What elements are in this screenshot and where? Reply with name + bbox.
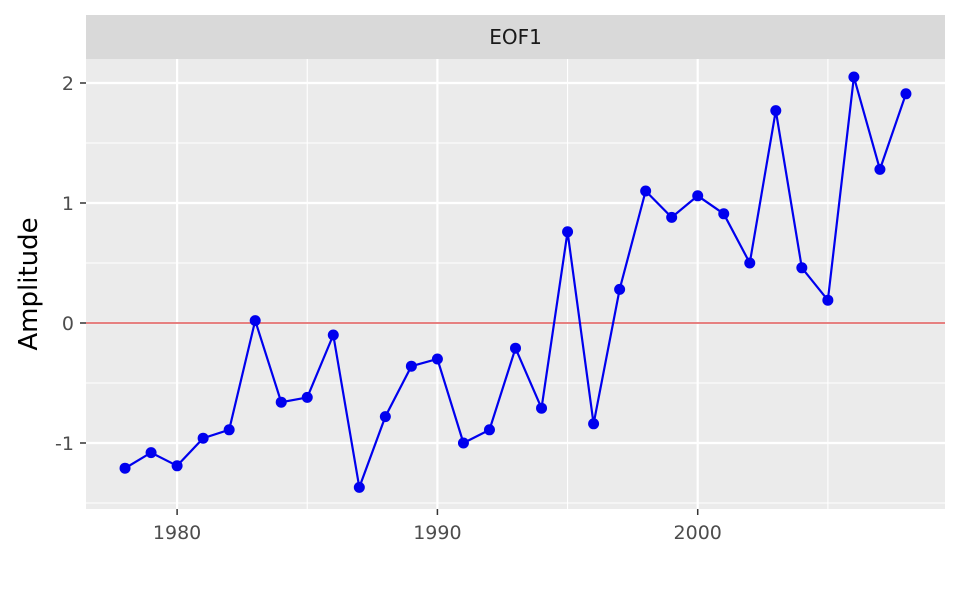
data-point [900,88,912,100]
data-point [327,329,339,341]
plot-panel: EOF1 1980 1990 2000 -1 0 1 2 [55,15,945,544]
data-point [744,257,756,269]
y-tick-label: 1 [62,193,74,215]
data-point [640,185,652,197]
data-point [588,418,600,430]
data-point [692,190,704,202]
data-point [562,226,574,238]
data-point [848,71,860,83]
data-point [822,294,834,306]
data-point [483,424,495,436]
data-point [119,462,131,474]
x-tick-label: 1990 [413,522,461,544]
data-point [457,437,469,449]
data-point [379,411,391,423]
data-point [275,396,287,408]
series-layer [119,71,912,493]
y-tick-label: 2 [62,73,74,95]
x-tick-label: 1980 [153,522,201,544]
y-axis-title: Amplitude [14,217,44,350]
data-point [536,402,548,414]
data-point [874,163,886,175]
facet-title: EOF1 [489,25,542,49]
data-point [431,353,443,365]
x-tick-label: 2000 [674,522,722,544]
facet-strip [86,15,945,59]
data-point [301,391,313,403]
data-point [353,481,365,493]
y-tick-label: 0 [62,313,74,335]
data-point [249,315,261,327]
data-point [405,360,417,372]
axes: 1980 1990 2000 -1 0 1 2 [55,73,722,544]
data-point [510,342,521,354]
data-point [171,460,183,472]
data-point [197,432,209,444]
data-point [796,262,808,274]
data-point [145,447,157,459]
data-point [770,105,782,117]
data-point [223,424,235,436]
data-point [718,208,730,220]
y-tick-label: -1 [55,433,74,455]
data-point [614,283,626,295]
data-point [666,211,678,223]
